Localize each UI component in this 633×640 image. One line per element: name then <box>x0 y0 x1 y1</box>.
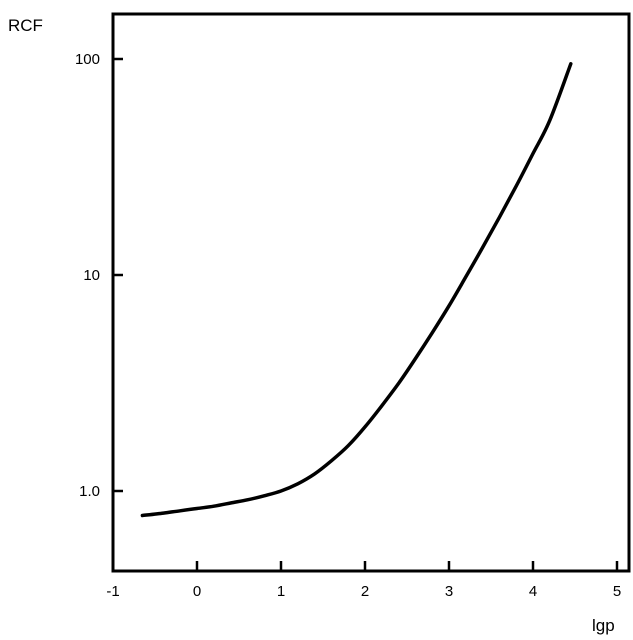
x-tick-label: 2 <box>361 583 369 600</box>
x-tick-label: 4 <box>529 583 537 600</box>
y-axis-label: RCF <box>8 16 43 35</box>
y-tick-label: 100 <box>75 51 100 68</box>
series-line <box>140 62 573 518</box>
x-axis-ticks: -1 0 1 2 3 4 5 <box>106 561 621 600</box>
x-tick-label: 1 <box>277 583 285 600</box>
y-tick-label: 10 <box>83 267 100 284</box>
x-axis-label: lgp <box>592 616 615 635</box>
y-tick-label: 1.0 <box>79 483 100 500</box>
y-axis-ticks: 1.0 10 100 <box>75 51 123 500</box>
x-tick-label: -1 <box>106 583 119 600</box>
x-tick-label: 0 <box>193 583 201 600</box>
x-tick-label: 5 <box>613 583 621 600</box>
plot-frame <box>111 12 631 573</box>
x-tick-label: 3 <box>445 583 453 600</box>
